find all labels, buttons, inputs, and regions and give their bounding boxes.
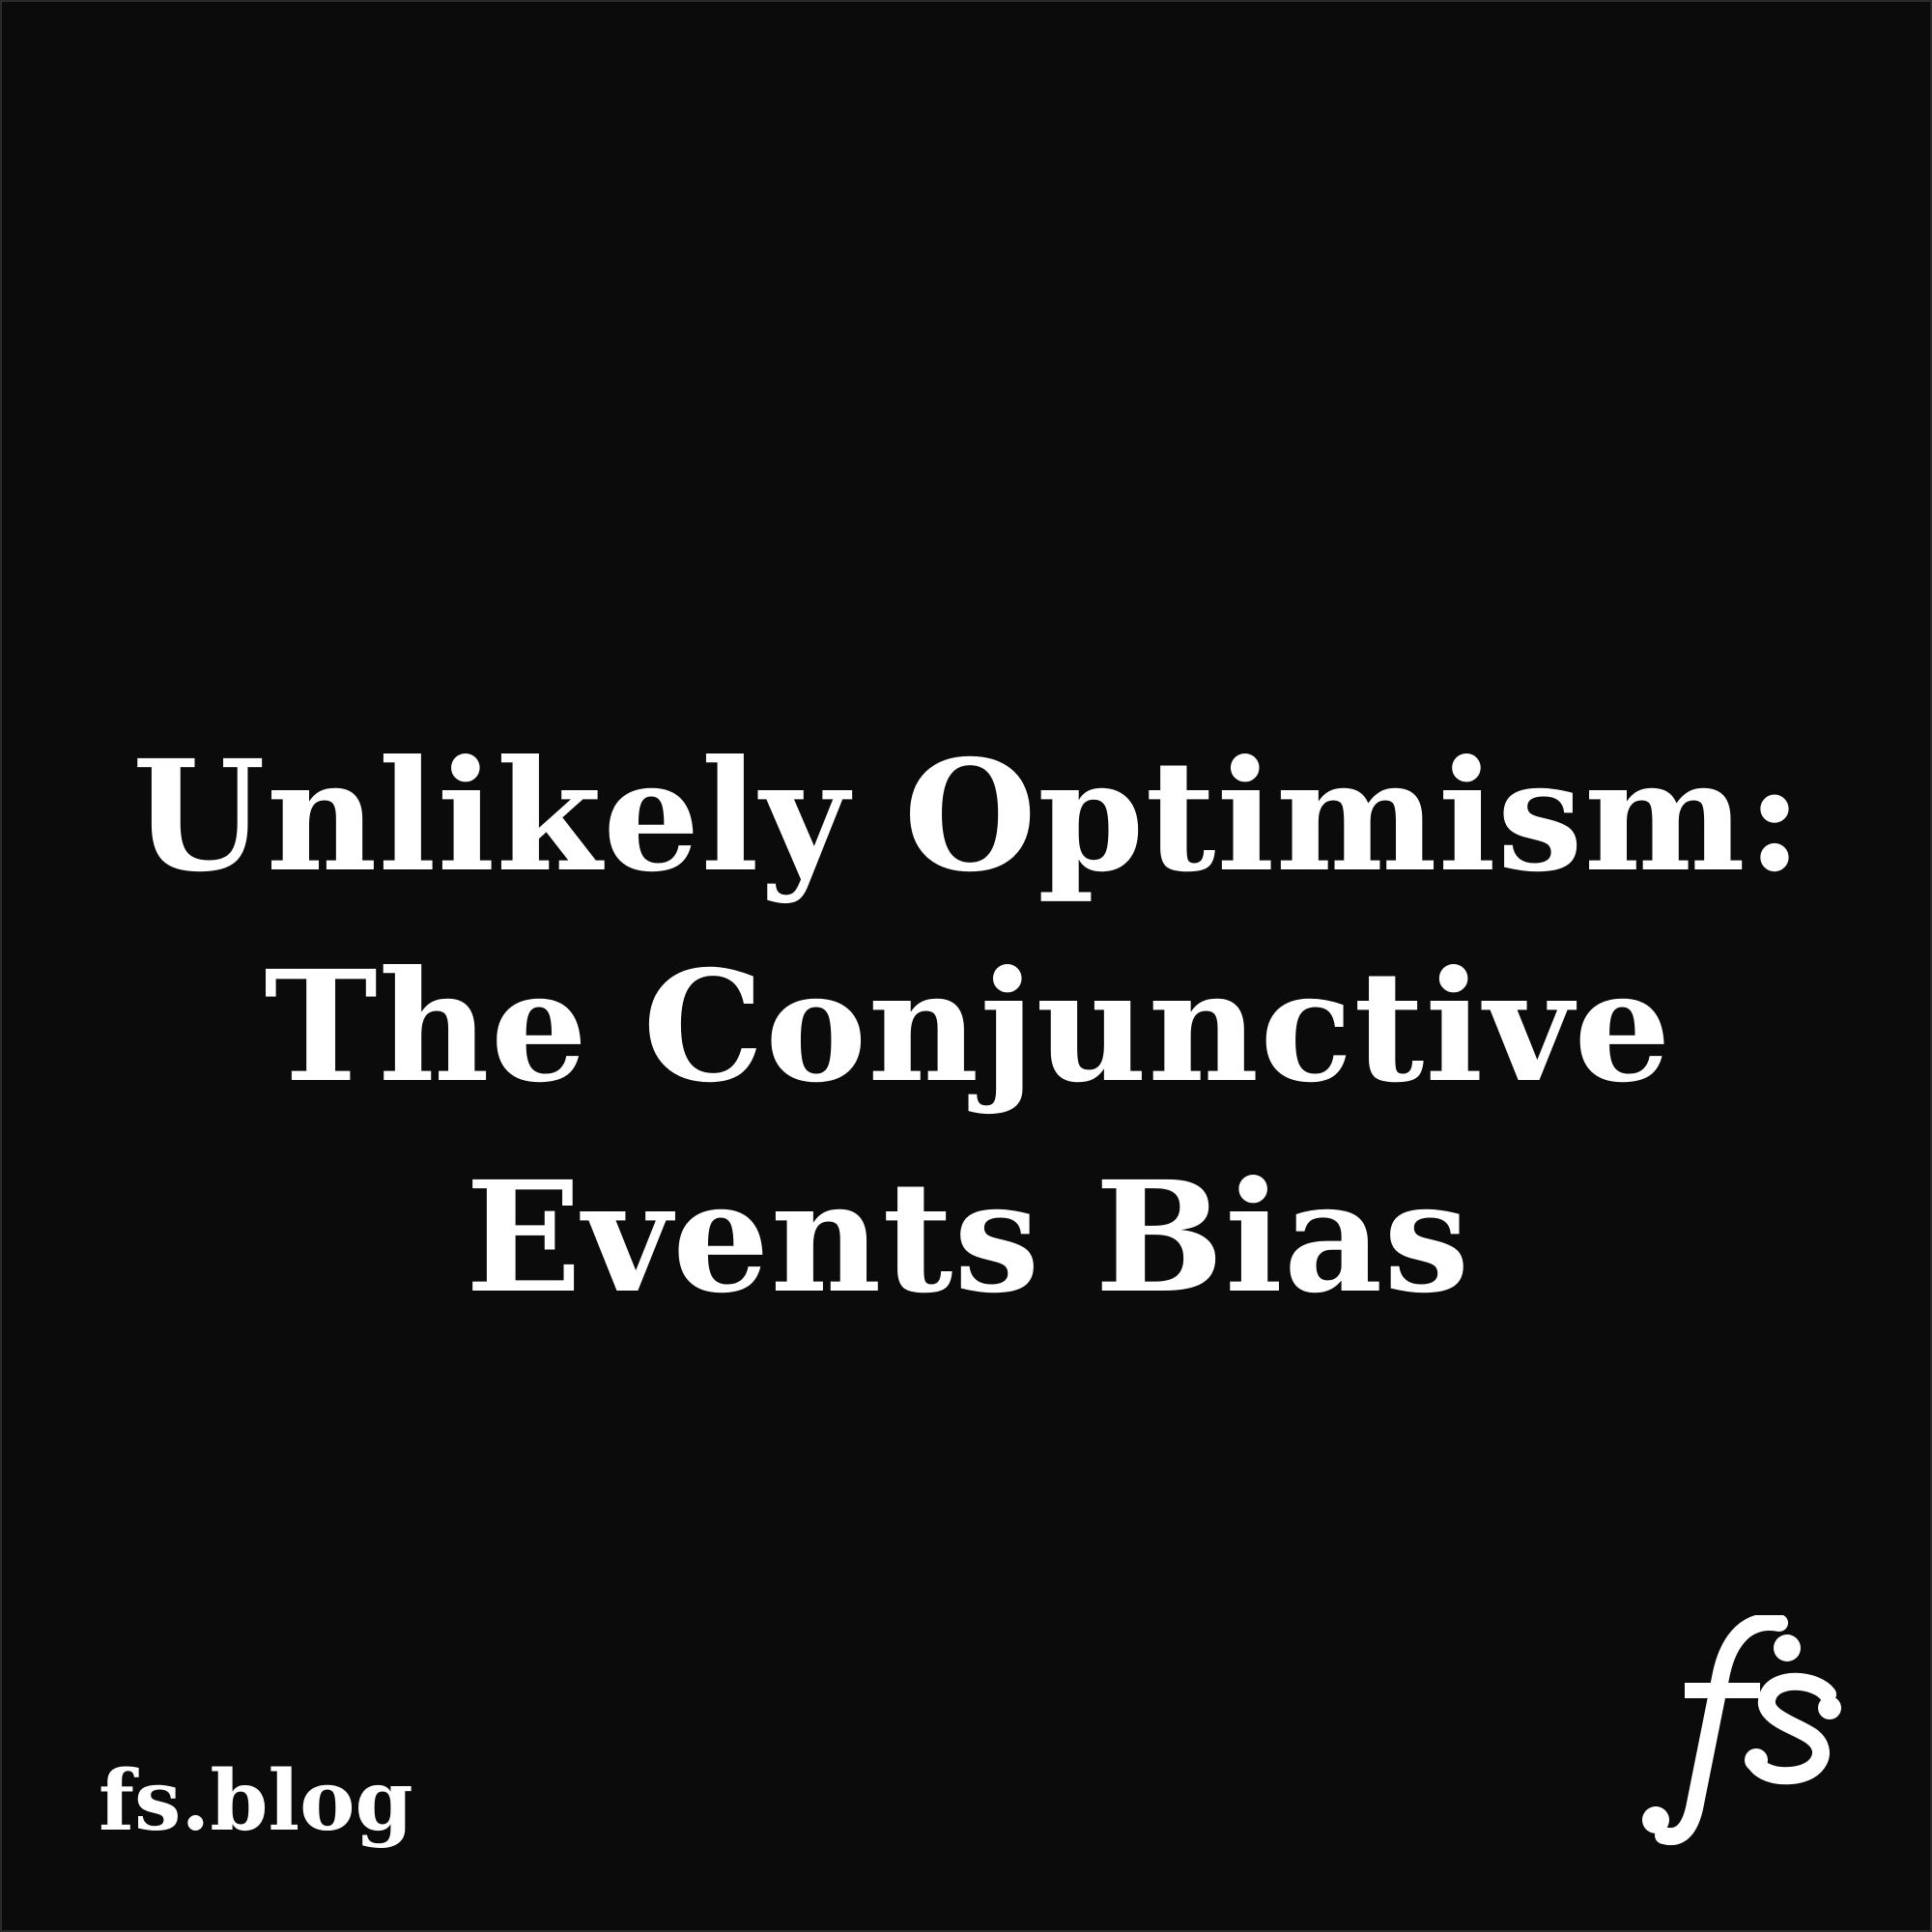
title-line-2: The Conjunctive [264, 938, 1672, 1117]
title-line-1: Unlikely Optimism: [131, 727, 1804, 906]
article-title: Unlikely Optimism: The Conjunctive Event… [2, 712, 1930, 1344]
site-url: fs.blog [99, 1752, 413, 1850]
fs-logo-icon [1642, 1615, 1841, 1846]
title-line-3: Events Bias [465, 1149, 1471, 1327]
